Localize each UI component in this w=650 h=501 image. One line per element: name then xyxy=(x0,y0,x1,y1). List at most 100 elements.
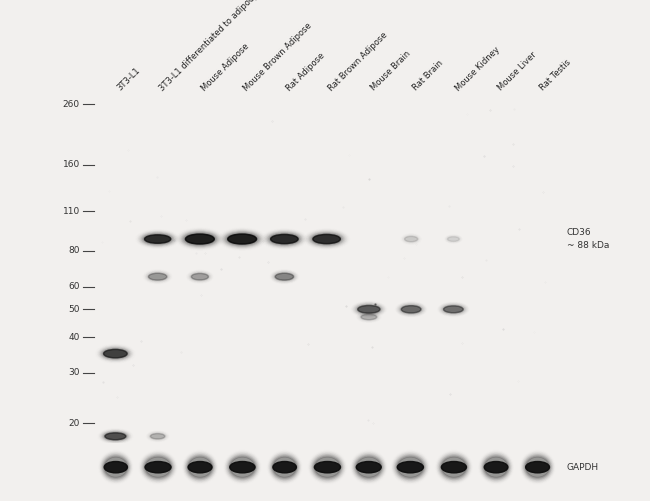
Ellipse shape xyxy=(269,233,300,244)
Ellipse shape xyxy=(268,233,301,245)
Text: 160: 160 xyxy=(62,160,80,169)
Ellipse shape xyxy=(150,433,165,439)
Ellipse shape xyxy=(229,457,255,477)
Ellipse shape xyxy=(144,455,172,479)
Text: Mouse Liver: Mouse Liver xyxy=(495,51,538,93)
Ellipse shape xyxy=(227,454,257,480)
Ellipse shape xyxy=(313,234,341,243)
Ellipse shape xyxy=(224,231,261,247)
Ellipse shape xyxy=(443,305,464,314)
Ellipse shape xyxy=(144,235,171,243)
Text: Mouse Brain: Mouse Brain xyxy=(369,50,412,93)
Ellipse shape xyxy=(484,461,508,473)
Ellipse shape xyxy=(358,306,380,313)
Ellipse shape xyxy=(397,457,423,477)
Text: Rat Brown Adipose: Rat Brown Adipose xyxy=(326,30,389,93)
Ellipse shape xyxy=(105,433,126,440)
Ellipse shape xyxy=(188,457,212,477)
Ellipse shape xyxy=(355,455,382,479)
Ellipse shape xyxy=(401,306,421,313)
Ellipse shape xyxy=(358,306,380,313)
Text: Rat Adipose: Rat Adipose xyxy=(285,51,326,93)
Ellipse shape xyxy=(148,273,168,281)
Ellipse shape xyxy=(102,431,129,442)
Ellipse shape xyxy=(309,232,344,246)
Ellipse shape xyxy=(100,347,131,360)
Text: 60: 60 xyxy=(68,282,80,291)
Ellipse shape xyxy=(315,461,341,473)
Text: 30: 30 xyxy=(68,368,80,377)
Ellipse shape xyxy=(443,306,463,313)
Ellipse shape xyxy=(270,234,298,243)
Text: 20: 20 xyxy=(69,419,80,428)
Ellipse shape xyxy=(148,273,167,280)
Ellipse shape xyxy=(145,461,171,473)
Ellipse shape xyxy=(226,233,258,245)
Ellipse shape xyxy=(447,237,460,241)
Text: 260: 260 xyxy=(63,100,80,109)
Ellipse shape xyxy=(140,232,175,245)
Ellipse shape xyxy=(274,273,294,281)
Ellipse shape xyxy=(143,234,172,244)
Ellipse shape xyxy=(441,305,465,314)
Text: GAPDH: GAPDH xyxy=(567,463,599,471)
Ellipse shape xyxy=(104,457,127,477)
Ellipse shape xyxy=(523,454,552,480)
Ellipse shape xyxy=(315,457,341,477)
Ellipse shape xyxy=(354,454,384,480)
Ellipse shape xyxy=(482,454,510,480)
Ellipse shape xyxy=(395,454,426,480)
Ellipse shape xyxy=(356,457,381,477)
Ellipse shape xyxy=(361,314,377,320)
Ellipse shape xyxy=(102,454,130,480)
Ellipse shape xyxy=(440,455,468,479)
Text: CD36
~ 88 kDa: CD36 ~ 88 kDa xyxy=(567,228,609,250)
Text: 3T3-L1: 3T3-L1 xyxy=(116,66,142,93)
Ellipse shape xyxy=(275,273,294,280)
Ellipse shape xyxy=(145,457,171,477)
Ellipse shape xyxy=(144,235,171,243)
Ellipse shape xyxy=(404,236,418,241)
Ellipse shape xyxy=(104,461,127,473)
Ellipse shape xyxy=(270,454,299,480)
Ellipse shape xyxy=(356,461,381,473)
Ellipse shape xyxy=(188,461,212,473)
Ellipse shape xyxy=(441,461,467,473)
Ellipse shape xyxy=(525,455,551,479)
Ellipse shape xyxy=(273,457,296,477)
Ellipse shape xyxy=(185,234,214,244)
Ellipse shape xyxy=(356,304,382,315)
Ellipse shape xyxy=(148,273,167,280)
Ellipse shape xyxy=(272,455,298,479)
Ellipse shape xyxy=(313,234,341,243)
Text: 40: 40 xyxy=(69,333,80,342)
Ellipse shape xyxy=(266,232,302,246)
Ellipse shape xyxy=(441,457,467,477)
Ellipse shape xyxy=(273,461,296,473)
Ellipse shape xyxy=(103,349,127,358)
Ellipse shape xyxy=(101,348,129,359)
Ellipse shape xyxy=(227,234,257,244)
Ellipse shape xyxy=(361,314,377,320)
Text: Mouse Brown Adipose: Mouse Brown Adipose xyxy=(242,21,314,93)
Ellipse shape xyxy=(526,457,549,477)
Ellipse shape xyxy=(225,232,259,246)
Text: 80: 80 xyxy=(68,246,80,256)
Ellipse shape xyxy=(103,431,128,441)
Text: Mouse Kidney: Mouse Kidney xyxy=(454,45,501,93)
Ellipse shape xyxy=(526,461,549,473)
Ellipse shape xyxy=(181,231,218,247)
Ellipse shape xyxy=(399,304,423,314)
Text: 110: 110 xyxy=(62,207,80,216)
Ellipse shape xyxy=(184,233,216,245)
Ellipse shape xyxy=(357,305,381,314)
Ellipse shape xyxy=(483,455,509,479)
Ellipse shape xyxy=(103,455,129,479)
Text: Mouse Adipose: Mouse Adipose xyxy=(200,42,251,93)
Ellipse shape xyxy=(183,232,217,246)
Ellipse shape xyxy=(142,454,174,480)
Ellipse shape xyxy=(397,461,423,473)
Ellipse shape xyxy=(400,305,422,314)
Text: Rat Brain: Rat Brain xyxy=(411,59,445,93)
Ellipse shape xyxy=(191,274,209,280)
